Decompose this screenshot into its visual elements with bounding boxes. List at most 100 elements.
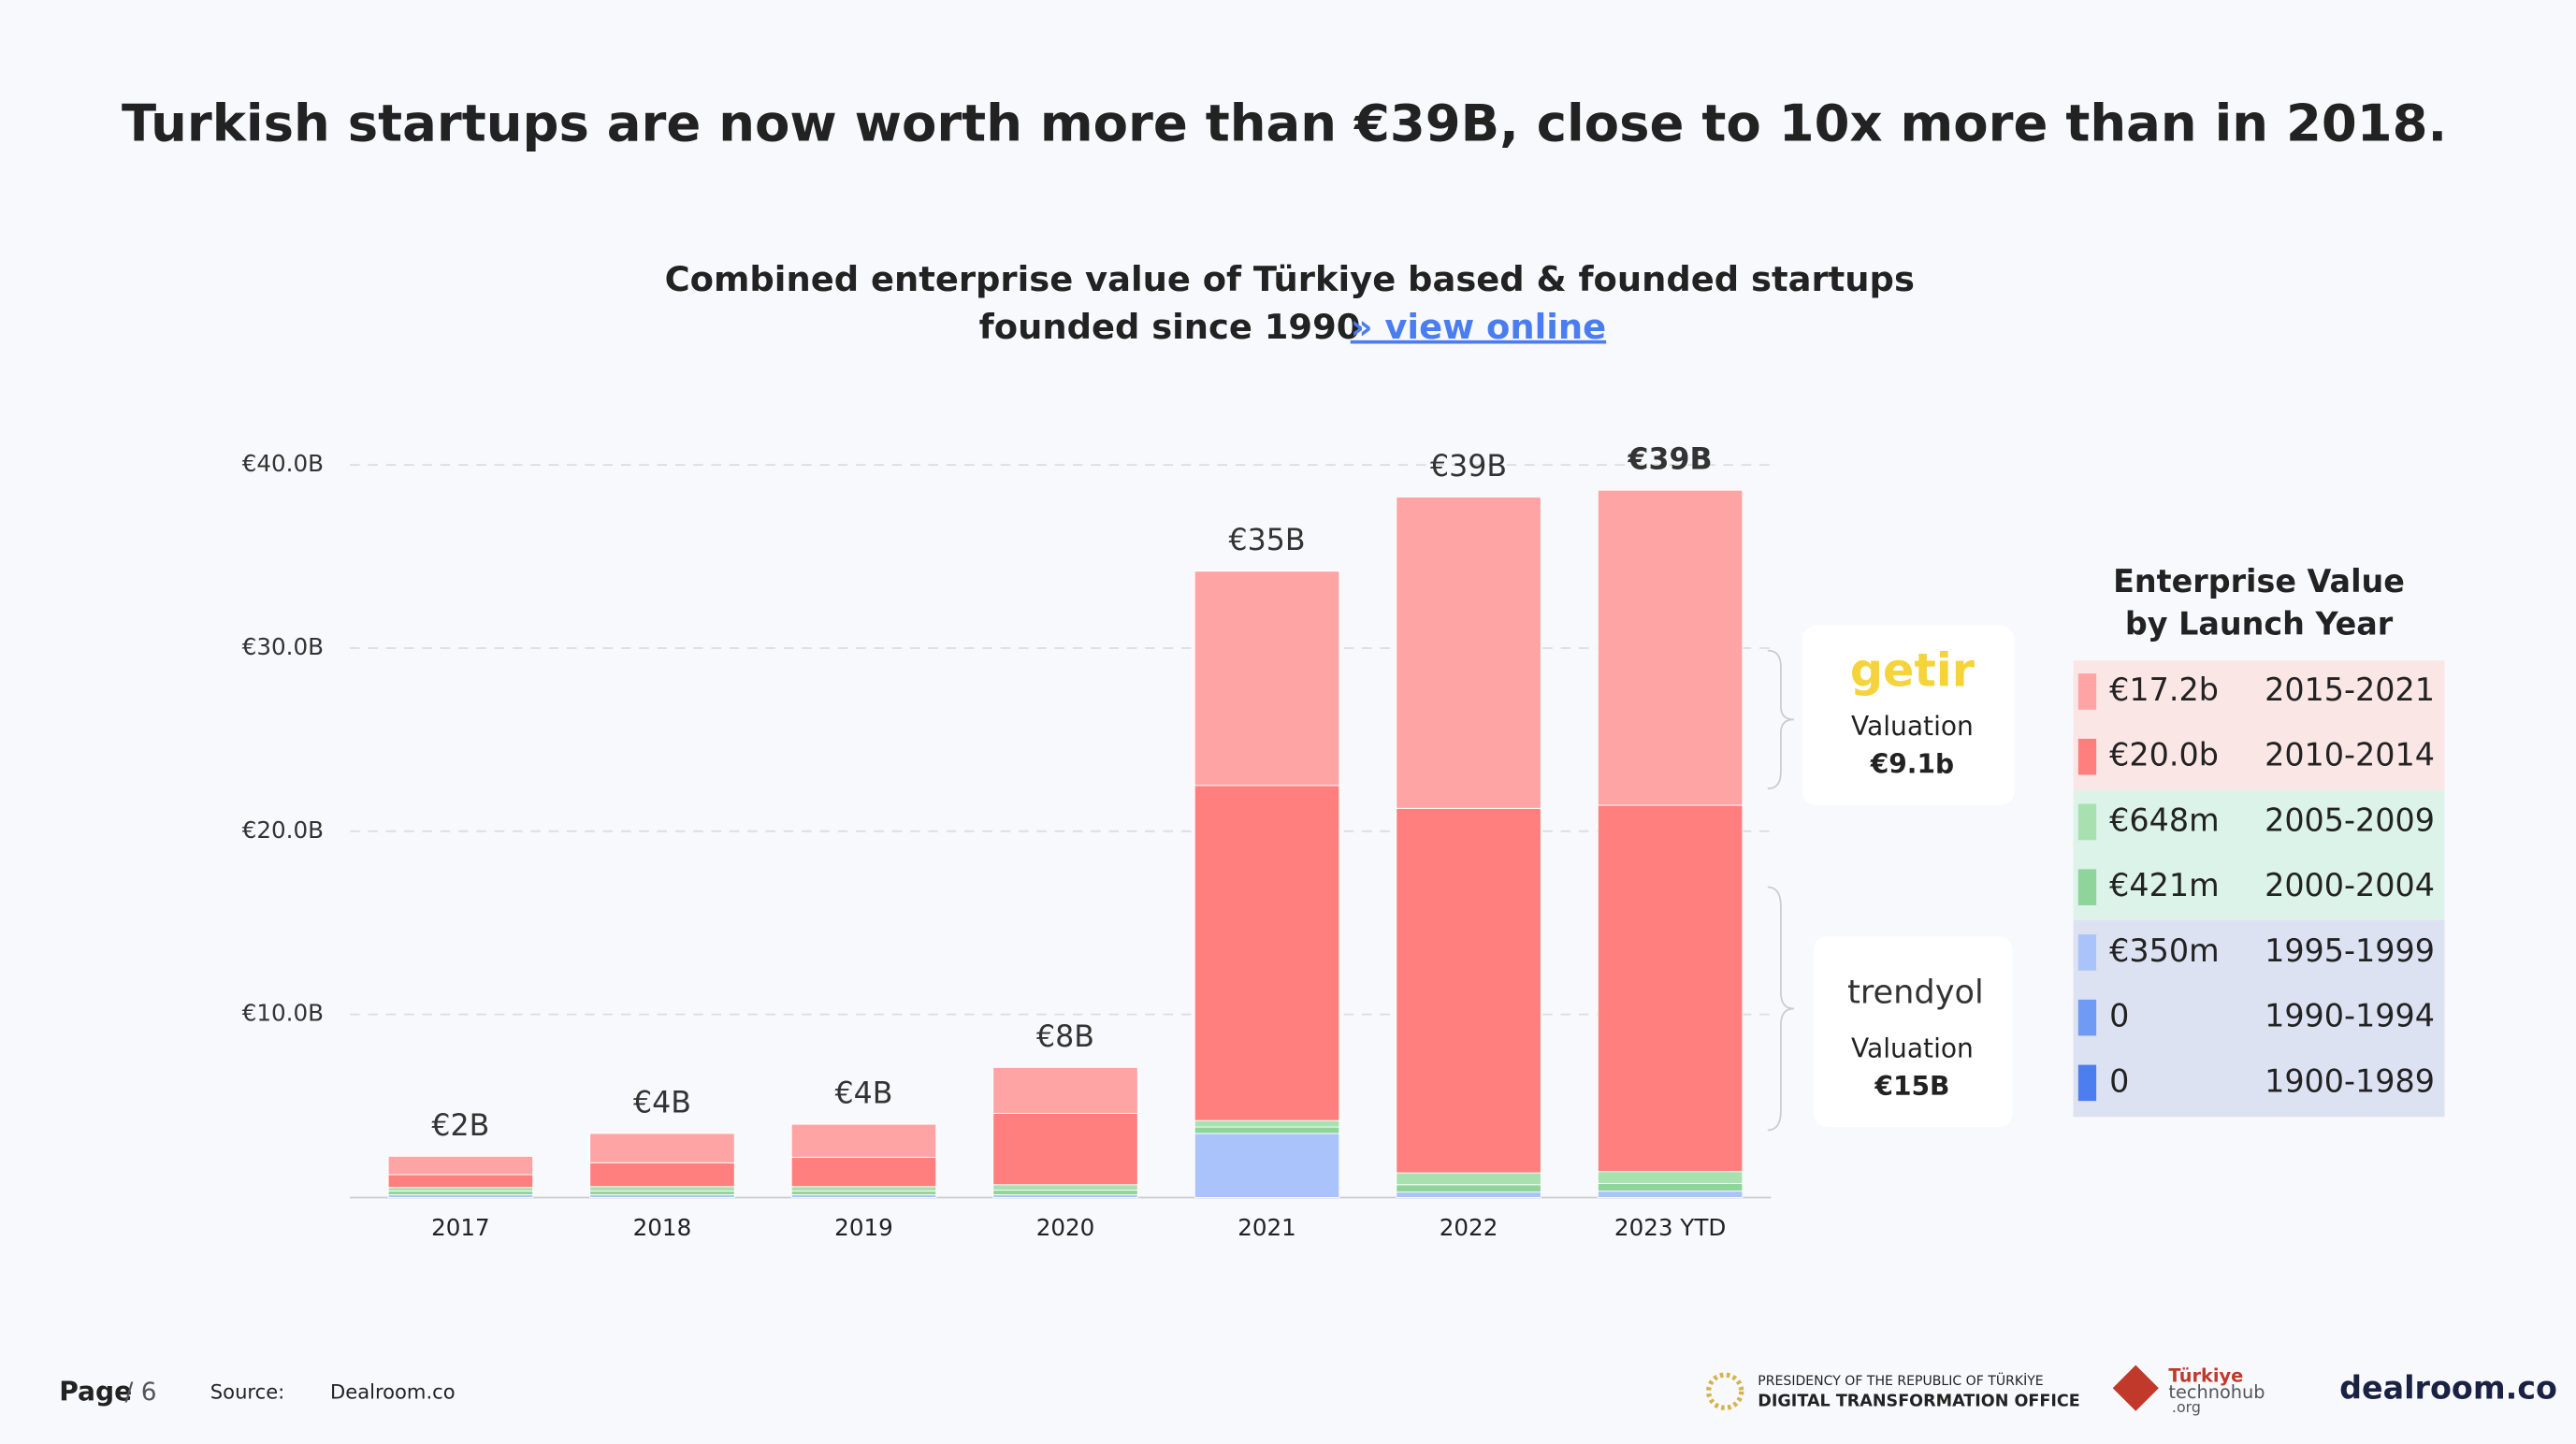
bar-segment (790, 1194, 937, 1198)
source-label: Source: (210, 1379, 284, 1403)
total-label: €4B (835, 1077, 893, 1111)
legend-label: 2000-2004 (2265, 867, 2435, 903)
y-tick-label: €10.0B (242, 1000, 324, 1027)
bar-segment (992, 1190, 1138, 1195)
legend-label: 2015-2021 (2265, 671, 2435, 708)
x-tick-label: 2019 (834, 1214, 893, 1241)
bar-segment (1597, 489, 1744, 806)
bar-segment (1396, 496, 1541, 809)
y-tick-label: €40.0B (242, 450, 324, 477)
bar-segment (1597, 1182, 1744, 1192)
trendyol-label: Valuation (1851, 1032, 1974, 1063)
bar-segment (589, 1133, 735, 1163)
total-label: €8B (1036, 1020, 1094, 1054)
page-label: Page (59, 1376, 132, 1407)
x-tick-label: 2017 (431, 1214, 490, 1241)
legend-value: €350m (2109, 932, 2219, 969)
legend-value: €20.0b (2109, 737, 2219, 773)
bar-segment (387, 1174, 534, 1189)
getir-label: Valuation (1851, 711, 1974, 742)
bar-segment (992, 1194, 1138, 1198)
y-tick-label: €30.0B (242, 633, 324, 660)
legend-band (2073, 919, 2445, 1118)
hub-line3: .org (2172, 1398, 2201, 1416)
bar-segment (387, 1194, 534, 1198)
legend-swatch (2077, 999, 2097, 1036)
legend-swatch (2077, 1064, 2097, 1102)
legend-label: 2005-2009 (2265, 801, 2435, 838)
bar-segment (1194, 1126, 1340, 1134)
trendyol-brace (1767, 886, 1795, 1132)
bar-segment (387, 1155, 534, 1176)
trendyol-logo: trendyol (1847, 974, 1984, 1012)
legend-swatch (2077, 738, 2097, 775)
legend-swatch (2077, 934, 2097, 971)
legend-value: €648m (2109, 801, 2219, 838)
hub-line1: Türkiye (2168, 1365, 2243, 1386)
bar-segment (992, 1184, 1138, 1191)
legend-value: €421m (2109, 867, 2219, 903)
bar-segment (387, 1187, 534, 1192)
chart-subtitle: founded since 1990 (979, 307, 1361, 347)
office-logo (1705, 1372, 1744, 1410)
legend-swatch (2077, 803, 2097, 841)
total-label: €39B (1430, 450, 1507, 484)
legend-value: €17.2b (2109, 671, 2219, 708)
slide-title: Turkish startups are now worth more than… (122, 93, 2447, 152)
office-line1: PRESIDENCY OF THE REPUBLIC OF TÜRKİYE (1758, 1372, 2043, 1389)
bar-segment (790, 1123, 937, 1158)
legend-label: 1990-1994 (2265, 998, 2435, 1034)
source: Dealroom.co (330, 1379, 456, 1403)
total-label: €39B (1628, 443, 1713, 477)
y-tick-label: €20.0B (242, 816, 324, 844)
bar-segment (1194, 785, 1340, 1121)
bar-segment (387, 1191, 534, 1195)
bar-segment (790, 1191, 937, 1195)
total-label: €35B (1229, 524, 1306, 557)
bar-segment (589, 1191, 735, 1195)
bar-segment (1194, 1119, 1340, 1128)
trendyol-value: €15B (1874, 1071, 1949, 1102)
x-tick-label: 2018 (633, 1214, 692, 1241)
getir-logo: getir (1850, 643, 1975, 698)
legend-band (2073, 789, 2445, 920)
chart-title: Combined enterprise value of Türkiye bas… (665, 259, 1915, 299)
x-tick-label: 2021 (1237, 1214, 1296, 1241)
legend-title: Enterprise Value (2113, 563, 2405, 599)
legend-title: by Launch Year (2125, 606, 2394, 643)
bar-segment (1597, 804, 1744, 1173)
page-number: / 6 (124, 1379, 156, 1407)
total-label: €4B (633, 1086, 691, 1119)
hub-line2: technohub (2168, 1381, 2265, 1403)
trendyol-box (1814, 936, 2013, 1127)
legend-label: 1900-1989 (2265, 1062, 2435, 1099)
bar-segment (589, 1194, 735, 1198)
getir-brace (1767, 649, 1794, 790)
legend-value: 0 (2109, 998, 2129, 1034)
bar-segment (1396, 1191, 1541, 1198)
legend-label: 1995-1999 (2265, 932, 2435, 969)
legend-band (2073, 660, 2445, 790)
hub-logo (2112, 1365, 2159, 1411)
bar-segment (992, 1112, 1138, 1186)
bar-segment (790, 1186, 937, 1192)
x-tick-label: 2023 YTD (1614, 1214, 1726, 1241)
bar-segment (1396, 807, 1541, 1174)
bar-segment (1194, 1133, 1340, 1198)
view-online-link[interactable]: » view online (1351, 307, 1606, 347)
bar-segment (1597, 1171, 1744, 1184)
brand: dealroom.co (2339, 1369, 2557, 1406)
bar-segment (589, 1186, 735, 1192)
getir-box (1802, 626, 2015, 805)
legend-value: 0 (2109, 1062, 2129, 1099)
bar-segment (1194, 570, 1340, 787)
legend-swatch (2077, 673, 2097, 710)
office-line2: DIGITAL TRANSFORMATION OFFICE (1758, 1392, 2079, 1410)
bar-segment (790, 1156, 937, 1188)
bar-segment (1396, 1184, 1541, 1193)
x-tick-label: 2022 (1440, 1214, 1498, 1241)
bar-segment (1396, 1172, 1541, 1186)
bar-segment (992, 1066, 1138, 1114)
x-tick-label: 2020 (1036, 1214, 1095, 1241)
